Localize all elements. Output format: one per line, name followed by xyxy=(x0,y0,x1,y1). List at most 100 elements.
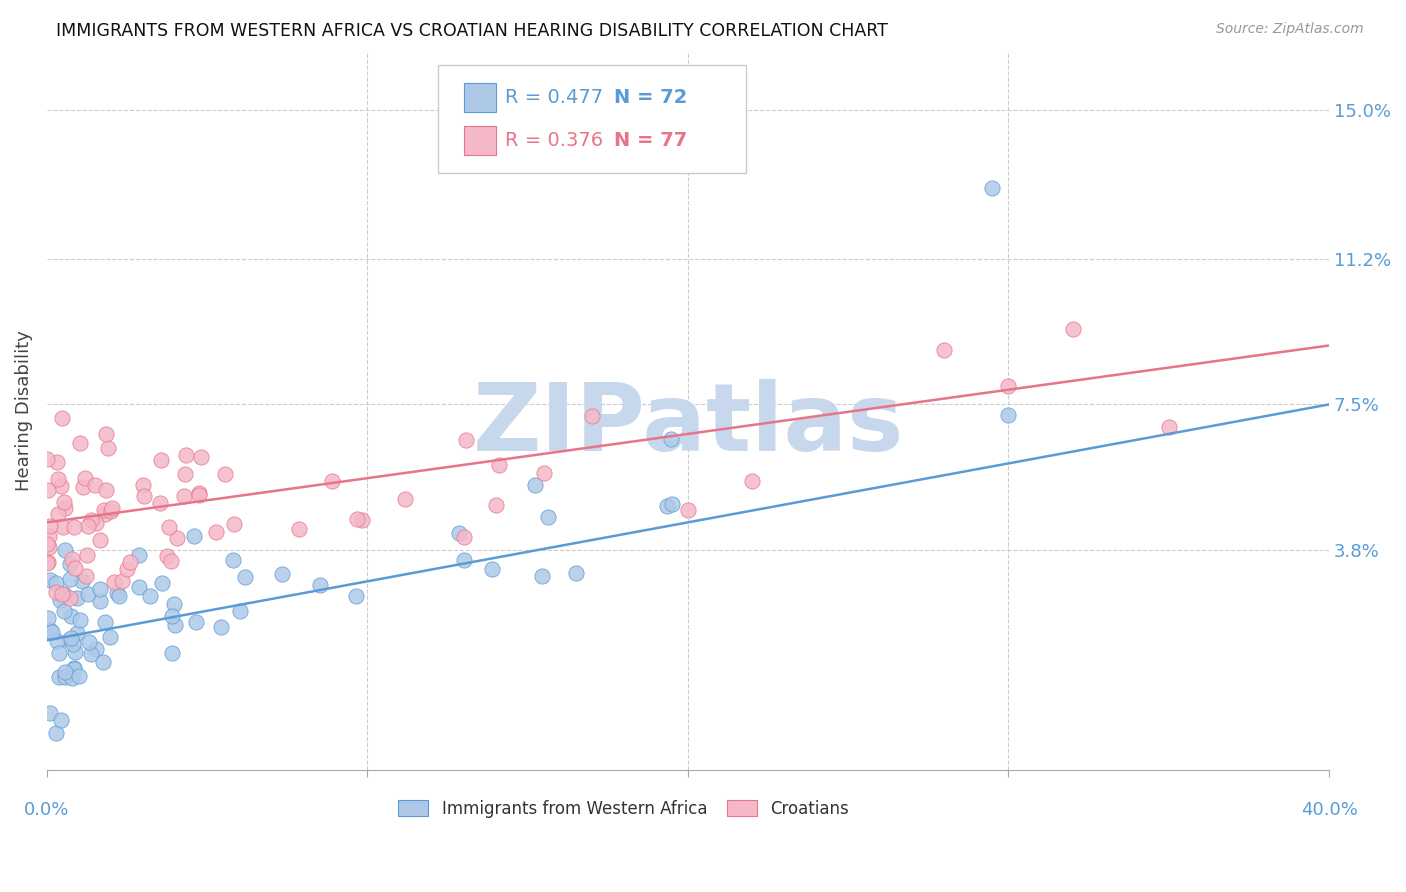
Point xyxy=(1157,420,1180,434)
Point xyxy=(89,594,111,608)
Point xyxy=(190,450,212,464)
Point xyxy=(53,665,76,679)
Point xyxy=(48,646,70,660)
Point xyxy=(449,526,471,541)
Point xyxy=(46,455,69,469)
Point xyxy=(115,562,138,576)
Point xyxy=(69,613,91,627)
Text: 0.0%: 0.0% xyxy=(24,801,69,820)
Point xyxy=(222,553,245,567)
Point xyxy=(537,510,560,524)
Point xyxy=(118,555,141,569)
Point xyxy=(91,655,114,669)
Point xyxy=(45,585,67,599)
Point xyxy=(524,478,547,492)
Point xyxy=(37,555,59,569)
Point xyxy=(454,434,477,448)
Point xyxy=(139,589,162,603)
Point xyxy=(39,573,62,587)
Point xyxy=(76,548,98,562)
Point xyxy=(655,499,678,513)
Point xyxy=(350,513,373,527)
Point xyxy=(111,574,134,589)
Point xyxy=(59,557,82,571)
Point xyxy=(160,646,183,660)
Point xyxy=(46,634,69,648)
Point xyxy=(38,540,60,554)
Point xyxy=(188,486,211,500)
Point xyxy=(38,528,60,542)
Point xyxy=(52,520,75,534)
Point xyxy=(86,642,108,657)
Point xyxy=(581,409,603,423)
Point xyxy=(66,626,89,640)
Point xyxy=(53,501,76,516)
Point xyxy=(35,451,58,466)
Point xyxy=(39,518,62,533)
Point xyxy=(530,569,553,583)
Point xyxy=(89,582,111,596)
Point xyxy=(60,552,83,566)
Point xyxy=(174,448,197,462)
Text: N = 77: N = 77 xyxy=(613,131,688,150)
Point xyxy=(72,480,94,494)
Point xyxy=(160,554,183,568)
Point xyxy=(214,467,236,482)
Point xyxy=(661,497,683,511)
Point xyxy=(53,542,76,557)
Point xyxy=(63,519,86,533)
Point xyxy=(62,637,84,651)
Point xyxy=(80,513,103,527)
Point xyxy=(66,591,89,606)
Point xyxy=(48,670,70,684)
Point xyxy=(187,488,209,502)
Point xyxy=(163,618,186,632)
Point xyxy=(163,597,186,611)
Text: R = 0.376: R = 0.376 xyxy=(505,131,603,150)
Point xyxy=(659,432,682,446)
Point xyxy=(77,519,100,533)
Point xyxy=(59,631,82,645)
Point xyxy=(741,474,763,488)
Point xyxy=(128,580,150,594)
Point xyxy=(346,512,368,526)
Point xyxy=(38,623,60,637)
Point xyxy=(62,661,84,675)
Point xyxy=(108,589,131,603)
Point xyxy=(173,489,195,503)
Point xyxy=(488,458,510,472)
Point xyxy=(45,725,67,739)
Point xyxy=(105,586,128,600)
Text: IMMIGRANTS FROM WESTERN AFRICA VS CROATIAN HEARING DISABILITY CORRELATION CHART: IMMIGRANTS FROM WESTERN AFRICA VS CROATI… xyxy=(56,22,889,40)
Text: ZIPatlas: ZIPatlas xyxy=(472,379,904,471)
Point xyxy=(224,516,246,531)
Point xyxy=(321,474,343,488)
Point xyxy=(533,466,555,480)
Point xyxy=(46,472,69,486)
Point xyxy=(38,706,60,721)
Point xyxy=(394,491,416,506)
Point xyxy=(186,615,208,629)
Point xyxy=(37,537,59,551)
Point xyxy=(485,499,508,513)
Point xyxy=(89,533,111,548)
Point xyxy=(60,672,83,686)
Point xyxy=(37,483,59,497)
Point xyxy=(37,611,59,625)
Point xyxy=(271,567,294,582)
Point xyxy=(997,408,1019,422)
Point xyxy=(209,620,232,634)
Point xyxy=(565,566,588,580)
Point xyxy=(174,467,197,482)
Point xyxy=(344,589,367,603)
Point xyxy=(100,504,122,518)
Point xyxy=(79,647,101,661)
Point xyxy=(159,520,181,534)
Point xyxy=(183,529,205,543)
Point xyxy=(453,530,475,544)
Point xyxy=(51,713,73,727)
Point xyxy=(59,572,82,586)
Point xyxy=(77,586,100,600)
Point xyxy=(934,343,956,358)
Point xyxy=(150,576,173,591)
